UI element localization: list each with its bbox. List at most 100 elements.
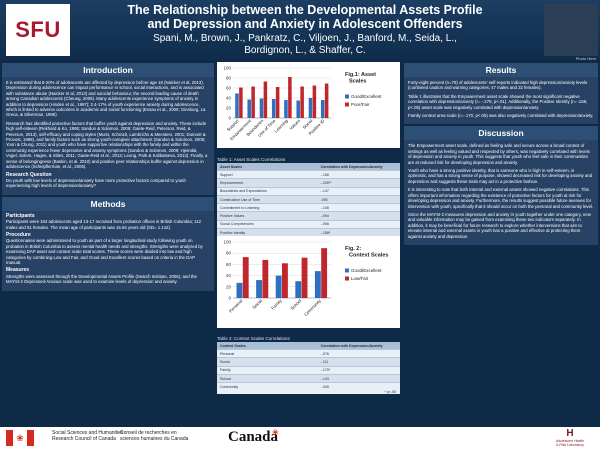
- table1-rows: Support -.156 Empowerment -.226** Boundaries…: [217, 170, 400, 237]
- context-chart-category-label: School: [289, 298, 302, 311]
- discussion-body: The Empowerment asset scale, defined as …: [404, 140, 598, 245]
- asset-chart-bar: [259, 98, 264, 118]
- table2-scale-cell: Personal: [220, 351, 235, 356]
- context-chart-bar: [301, 257, 308, 298]
- context-chart-legend-label: Good/Excellent: [351, 268, 382, 273]
- procedure-label: Procedure: [6, 231, 31, 238]
- asset-chart-bar: [288, 77, 292, 118]
- measures-label: Measures: [6, 267, 30, 274]
- table1-corr-cell: -.156: [320, 172, 329, 177]
- table2-row: School -.143: [217, 373, 400, 383]
- asset-chart-category-label: Values: [288, 118, 301, 131]
- context-chart-category-label: Community: [303, 298, 323, 318]
- asset-chart-y-tick: 100: [223, 66, 231, 71]
- research-question: Do youth with low levels of depression/a…: [6, 177, 186, 189]
- table1-scale-cell: Support: [220, 172, 233, 177]
- results-paragraph-3: Family context area scale (r=-.170, p<.0…: [408, 113, 594, 119]
- table2-rows: Personal -.076 Social -.111 Family -.170* Scho…: [217, 349, 400, 391]
- right-column: Results Forty-eight percent (n=79) of ad…: [404, 61, 598, 245]
- asset-chart-bar: [271, 99, 276, 118]
- table2-scale-cell: Social: [220, 359, 230, 364]
- asset-chart-bar: [275, 87, 280, 118]
- table1-corr-cell: -.108: [320, 205, 329, 210]
- discussion-paragraph-3: It is interesting to note that both inte…: [408, 187, 594, 209]
- participants-label: Participants: [6, 212, 35, 219]
- introduction-body: It is estimated that 8-20% of adolescent…: [2, 77, 214, 195]
- table1-row: Support -.156: [217, 170, 400, 179]
- context-chart-category-label: Family: [270, 298, 283, 311]
- asset-chart-y-tick: 20: [226, 106, 232, 111]
- footer: ❀ Social Sciences and Humanities Researc…: [0, 427, 600, 450]
- title-block: The Relationship between the Development…: [95, 3, 515, 57]
- asset-chart-category-label: Learning: [273, 118, 289, 134]
- table1-row: Positive Identity -.158*: [217, 228, 400, 237]
- lab-logo: H Adolescent Health & Risk Laboratory: [555, 428, 585, 448]
- maple-leaf-icon: ❀: [272, 428, 279, 437]
- context-chart-bar: [295, 281, 302, 298]
- asset-chart-bar: [320, 100, 325, 118]
- table2-scale-cell: Community: [220, 384, 239, 389]
- discussion-paragraph-2: Youth who have a strong positive identit…: [408, 168, 593, 184]
- table1-row: Empowerment -.226**: [217, 178, 400, 187]
- table1-corr-cell: -.098: [320, 222, 329, 227]
- asset-chart-bar: [263, 81, 268, 118]
- table2-header-scale: Context Scales: [220, 343, 246, 348]
- intro-paragraph-1: It is estimated that 8-20% of adolescent…: [6, 80, 206, 118]
- table2-note: * p<.05: [217, 390, 400, 395]
- authors: Spani, M., Brown, J., Pankratz, C., Vilj…: [153, 33, 457, 56]
- intro-paragraph-2: Research has identified protective facto…: [6, 120, 208, 170]
- table2-header-corr: Correlation with Depression/Anxiety: [320, 343, 383, 348]
- context-chart-y-tick: 0: [228, 296, 231, 301]
- measures-text: Strengths were assessed through the Deve…: [6, 273, 197, 285]
- canada-flag-icon: ❀: [6, 430, 34, 446]
- discussion-paragraph-1: The Empowerment asset scale, defined as …: [408, 143, 590, 165]
- asset-chart-bar: [300, 86, 304, 118]
- asset-chart-bar: [284, 100, 288, 118]
- left-column: Introduction It is estimated that 8-20% …: [2, 61, 214, 291]
- context-chart-title: Fig. 2: Context Scales: [345, 246, 388, 259]
- table2-row: Social -.111: [217, 357, 400, 366]
- table2-corr-cell: -.170*: [320, 368, 331, 373]
- results-heading: Results: [404, 63, 598, 77]
- asset-chart-y-tick: 80: [226, 76, 232, 81]
- asset-scales-chart: 0 20 40 60 80 100 Support Empowerment Boundaries…: [217, 62, 400, 148]
- asset-chart-legend-label: Good/Excellent: [351, 94, 382, 99]
- table1-corr-cell: -.226**: [320, 180, 332, 185]
- asset-chart-bar: [239, 87, 243, 118]
- context-chart-legend-swatch: [345, 268, 349, 273]
- participants-text: Participants were 163 adolescents aged 1…: [6, 219, 201, 230]
- table1-scale-cell: Positive Identity: [220, 230, 246, 235]
- table1-scale-cell: Boundaries and Expectations: [220, 189, 267, 194]
- table1-row: Positive Values -.094: [217, 211, 400, 220]
- table1-scale-cell: Positive Values: [220, 214, 245, 219]
- context-chart-legend-label: Low/Fair: [351, 276, 369, 281]
- table1-row: Social Competencies -.098: [217, 219, 400, 229]
- table1-scale-cell: Social Competencies: [220, 222, 254, 227]
- asset-chart-y-tick: 60: [226, 86, 232, 91]
- asset-chart-legend-swatch: [345, 102, 349, 107]
- context-chart-y-tick: 80: [226, 251, 232, 256]
- asset-chart-bar: [247, 99, 251, 118]
- asset-chart-bar: [308, 98, 313, 118]
- asset-chart-bar: [296, 100, 300, 118]
- table2-row: Family -.170*: [217, 365, 400, 374]
- context-chart-bar: [314, 271, 321, 298]
- asset-scales-table: Table 1: Asset Scales Correlations Asset…: [217, 157, 400, 241]
- crsh-logo: Conseil de recherches en sciences humain…: [120, 430, 189, 442]
- introduction-heading: Introduction: [2, 63, 214, 77]
- asset-chart-y-tick: 0: [228, 116, 231, 121]
- poster-header: SFU The Relationship between the Develop…: [0, 0, 600, 61]
- table1-scale-cell: Constructive Use of Time: [220, 197, 261, 202]
- table2-corr-cell: -.111: [320, 359, 329, 364]
- table2-caption: Table 2: Context Scales Correlations: [217, 336, 290, 341]
- table2-row: Personal -.076: [217, 349, 400, 358]
- table2-corr-cell: -.045: [320, 384, 329, 389]
- table1-corr-cell: -.094: [320, 214, 329, 219]
- results-body: Forty-eight percent (n=79) of adolescent…: [404, 77, 598, 125]
- context-chart-y-tick: 60: [226, 262, 232, 267]
- context-chart-y-tick: 40: [226, 273, 232, 278]
- discussion-heading: Discussion: [404, 126, 598, 141]
- sshrc-logo: Social Sciences and Humanities Research …: [52, 430, 124, 442]
- table1-caption: Table 1: Asset Scales Correlations: [217, 157, 286, 162]
- table1-scale-cell: Empowerment: [220, 180, 244, 185]
